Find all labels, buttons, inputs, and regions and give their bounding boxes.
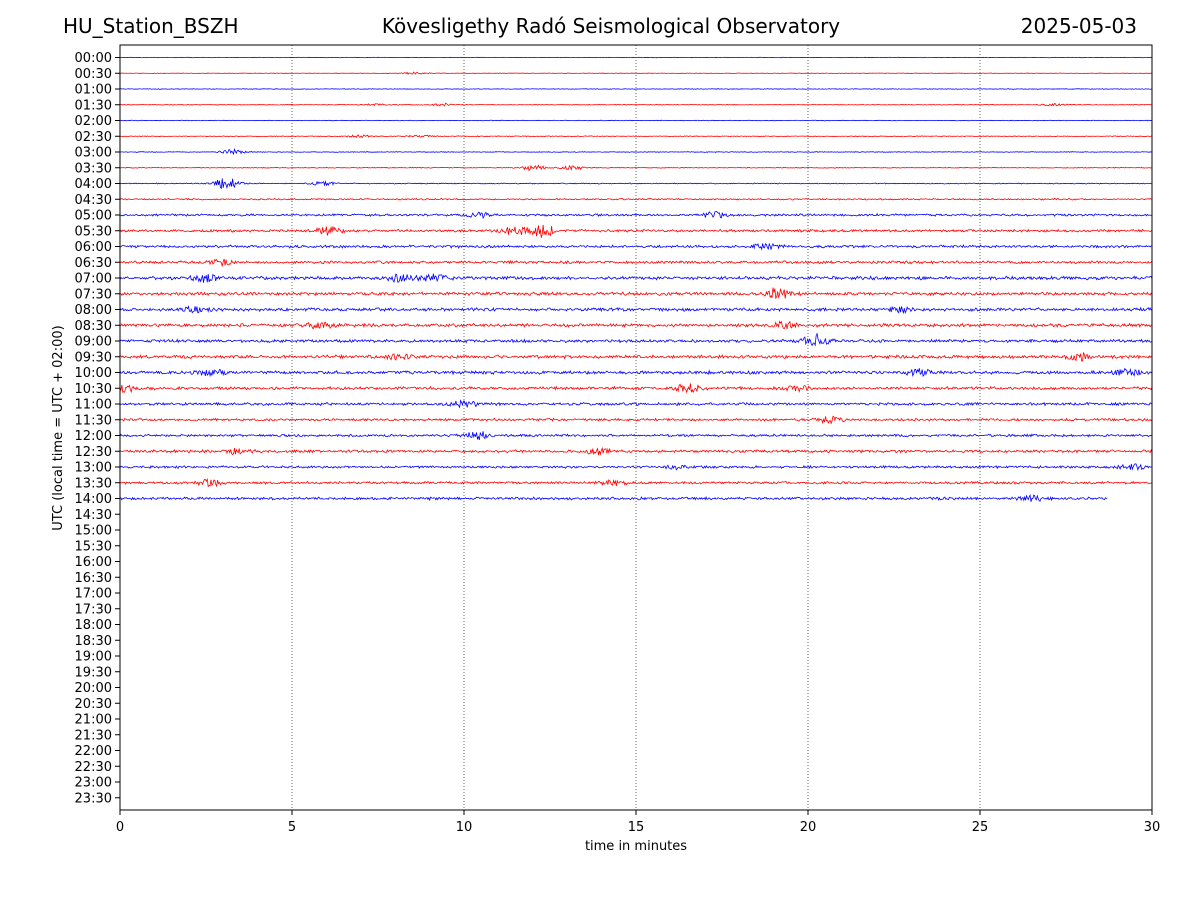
trace-1000 (119, 367, 1153, 378)
y-tick-label: 21:00 (75, 713, 112, 728)
trace-0530 (119, 224, 1153, 238)
trace-1230 (119, 446, 1153, 456)
y-tick-label: 05:30 (75, 224, 112, 239)
y-tick-label: 09:00 (75, 335, 112, 350)
trace-1130 (119, 415, 1153, 425)
trace-0030 (119, 71, 1153, 75)
trace-0100 (119, 88, 1153, 90)
trace-1200 (119, 431, 1153, 441)
trace-0600 (119, 242, 1153, 251)
trace-0700 (119, 273, 1153, 284)
trace-0400 (119, 178, 1153, 190)
x-tick-label: 5 (288, 820, 296, 835)
trace-0830 (119, 320, 1153, 330)
y-tick-label: 23:00 (75, 776, 112, 791)
x-axis: 0 5 10 15 20 25 30 (116, 810, 1160, 835)
y-tick-label: 12:00 (75, 429, 112, 444)
y-tick-label: 18:00 (75, 618, 112, 633)
x-tick-label: 10 (456, 820, 473, 835)
y-tick-label: 05:00 (75, 209, 112, 224)
y-tick-label: 16:30 (75, 571, 112, 586)
y-tick-label: 06:30 (75, 256, 112, 271)
y-tick-label: 02:30 (75, 130, 112, 145)
x-tick-label: 0 (116, 820, 124, 835)
y-tick-label: 00:30 (75, 67, 112, 82)
y-tick-label: 01:30 (75, 98, 112, 113)
y-tick-label: 17:30 (75, 602, 112, 617)
trace-0500 (119, 211, 1153, 219)
y-tick-label: 09:30 (75, 350, 112, 365)
y-tick-label: 15:30 (75, 539, 112, 554)
x-tick-label: 25 (972, 820, 989, 835)
x-tick-label: 15 (628, 820, 645, 835)
y-tick-label: 21:30 (75, 728, 112, 743)
trace-0930 (119, 352, 1153, 362)
y-tick-label: 23:30 (75, 791, 112, 806)
y-tick-label: 00:00 (75, 51, 112, 66)
y-tick-label: 15:00 (75, 524, 112, 539)
trace-0000 (119, 56, 1153, 59)
x-tick-label: 20 (800, 820, 817, 835)
y-tick-label: 04:30 (75, 193, 112, 208)
trace-0900 (119, 332, 1153, 347)
y-tick-label: 14:30 (75, 508, 112, 523)
date-title: 2025-05-03 (1020, 14, 1137, 38)
y-tick-label: 11:00 (75, 398, 112, 413)
trace-1330 (119, 477, 1153, 488)
trace-0430 (119, 197, 1153, 201)
trace-0130 (120, 102, 1153, 107)
y-tick-label: 12:30 (75, 445, 112, 460)
trace-0630 (119, 258, 1153, 267)
trace-0230 (119, 134, 1153, 139)
trace-0730 (119, 287, 1153, 300)
grid-lines (291, 45, 981, 810)
y-tick-label: 10:30 (75, 382, 112, 397)
trace-0200 (119, 119, 1153, 122)
trace-1300 (119, 463, 1153, 472)
y-tick-label: 02:00 (75, 114, 112, 129)
trace-0300 (119, 147, 1153, 156)
y-tick-label: 03:00 (75, 146, 112, 161)
y-tick-label: 22:30 (75, 760, 112, 775)
station-title: HU_Station_BSZH (63, 14, 239, 38)
y-tick-label: 03:30 (75, 161, 112, 176)
y-tick-label: 10:00 (75, 366, 112, 381)
trace-1030 (119, 383, 1153, 394)
x-tick-label: 30 (1144, 820, 1161, 835)
y-tick-label: 07:00 (75, 272, 112, 287)
y-tick-label: 22:00 (75, 744, 112, 759)
y-tick-label: 20:00 (75, 681, 112, 696)
y-tick-label: 07:30 (75, 287, 112, 302)
y-tick-label: 01:00 (75, 83, 112, 98)
trace-1100 (119, 399, 1153, 409)
y-tick-label: 19:30 (75, 665, 112, 680)
y-tick-label: 11:30 (75, 413, 112, 428)
y-tick-label: 14:00 (75, 492, 112, 507)
trace-0800 (119, 305, 1153, 315)
y-tick-label: 17:00 (75, 587, 112, 602)
y-tick-label: 08:30 (75, 319, 112, 334)
y-tick-label: 18:30 (75, 634, 112, 649)
y-axis-label: UTC (local time = UTC + 02:00) (51, 325, 66, 530)
trace-1400 (119, 493, 1108, 502)
y-tick-label: 13:00 (75, 461, 112, 476)
y-tick-label: 16:00 (75, 555, 112, 570)
y-tick-label: 13:30 (75, 476, 112, 491)
y-tick-label: 04:00 (75, 177, 112, 192)
trace-0330 (119, 164, 1153, 172)
x-axis-label: time in minutes (585, 839, 687, 854)
y-axis: 00:0000:3001:0001:3002:0002:3003:0003:30… (75, 51, 120, 806)
y-tick-label: 20:30 (75, 697, 112, 712)
y-tick-label: 06:00 (75, 240, 112, 255)
y-tick-label: 19:00 (75, 650, 112, 665)
y-tick-label: 08:00 (75, 303, 112, 318)
observatory-title: Kövesligethy Radó Seismological Observat… (381, 14, 841, 38)
trace-layer (119, 56, 1153, 502)
